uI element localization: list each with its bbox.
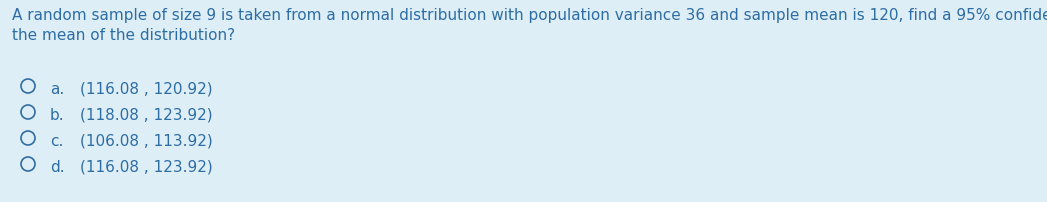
Text: (106.08 , 113.92): (106.08 , 113.92) bbox=[80, 133, 213, 148]
Text: d.: d. bbox=[50, 159, 65, 174]
Text: (116.08 , 120.92): (116.08 , 120.92) bbox=[80, 82, 213, 97]
Text: the mean of the distribution?: the mean of the distribution? bbox=[12, 28, 236, 43]
Text: b.: b. bbox=[50, 107, 65, 122]
Text: (118.08 , 123.92): (118.08 , 123.92) bbox=[80, 107, 213, 122]
Text: a.: a. bbox=[50, 82, 64, 97]
Text: c.: c. bbox=[50, 133, 64, 148]
Text: (116.08 , 123.92): (116.08 , 123.92) bbox=[80, 159, 213, 174]
Text: A random sample of size 9 is taken from a normal distribution with population va: A random sample of size 9 is taken from … bbox=[12, 8, 1047, 23]
